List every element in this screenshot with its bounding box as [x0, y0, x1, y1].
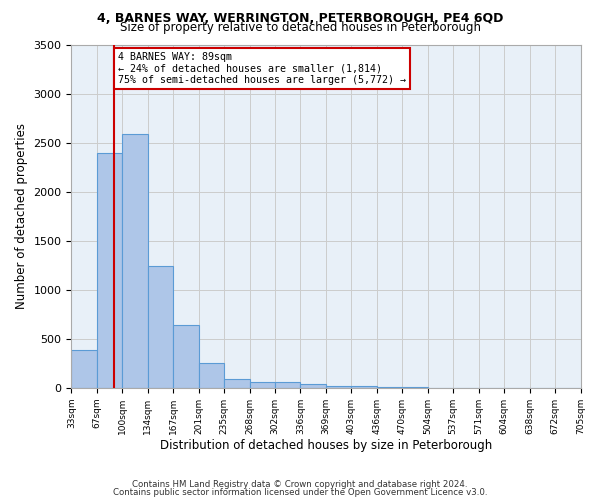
Bar: [301, 384, 326, 388]
Bar: [97, 153, 122, 388]
Bar: [199, 363, 224, 388]
Y-axis label: Number of detached properties: Number of detached properties: [15, 124, 28, 310]
Bar: [275, 382, 301, 388]
Bar: [250, 382, 275, 388]
Bar: [224, 379, 250, 388]
Bar: [122, 134, 148, 388]
Text: 4 BARNES WAY: 89sqm
← 24% of detached houses are smaller (1,814)
75% of semi-det: 4 BARNES WAY: 89sqm ← 24% of detached ho…: [118, 52, 406, 85]
Bar: [173, 325, 199, 388]
Bar: [326, 386, 352, 388]
Text: 4, BARNES WAY, WERRINGTON, PETERBOROUGH, PE4 6QD: 4, BARNES WAY, WERRINGTON, PETERBOROUGH,…: [97, 12, 503, 24]
X-axis label: Distribution of detached houses by size in Peterborough: Distribution of detached houses by size …: [160, 440, 492, 452]
Bar: [352, 386, 377, 388]
Text: Contains public sector information licensed under the Open Government Licence v3: Contains public sector information licen…: [113, 488, 487, 497]
Bar: [148, 266, 173, 388]
Bar: [71, 350, 97, 388]
Bar: [377, 387, 403, 388]
Text: Size of property relative to detached houses in Peterborough: Size of property relative to detached ho…: [119, 22, 481, 35]
Text: Contains HM Land Registry data © Crown copyright and database right 2024.: Contains HM Land Registry data © Crown c…: [132, 480, 468, 489]
